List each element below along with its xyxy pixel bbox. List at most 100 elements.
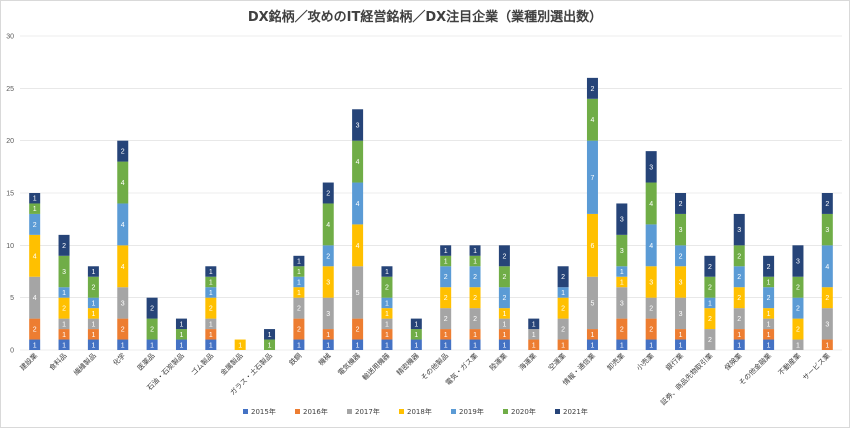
bar-segment: [733, 245, 745, 267]
bar-stack: 1 1 1 1 2 2 2: [498, 245, 510, 350]
x-tick-label: サービス業: [801, 351, 832, 382]
bar-stack: 1 1 1: [410, 318, 422, 350]
data-label: 2: [737, 274, 741, 281]
bar-segment: [381, 329, 393, 340]
data-label: 4: [33, 253, 37, 260]
data-label: 1: [238, 342, 242, 349]
data-label: 1: [268, 332, 272, 339]
bar-segment: [616, 318, 628, 340]
bar-segment: [29, 203, 41, 214]
data-label: 1: [767, 332, 771, 339]
data-label: 3: [679, 279, 683, 286]
bar-segment: [175, 339, 187, 350]
data-label: 1: [444, 259, 448, 266]
bar-segment: [557, 297, 569, 319]
legend-label: 2019年: [459, 407, 484, 416]
data-label: 2: [502, 295, 506, 302]
bar-stack: 1 1 1 1 2 1 2: [763, 255, 775, 350]
bar-segment: [440, 266, 452, 288]
bar-segment: [763, 318, 775, 330]
data-label: 1: [591, 342, 595, 349]
bar-segment: [87, 318, 99, 330]
bar-segment: [58, 255, 70, 288]
x-tick-label: 不動産業: [776, 351, 802, 377]
bar-stack: 1 2 5 4 4 4 3: [352, 109, 364, 350]
data-label: 1: [444, 248, 448, 255]
bar-segment: [733, 329, 745, 340]
bar-segment: [440, 308, 452, 330]
data-label: 1: [737, 332, 741, 339]
bar-segment: [733, 287, 745, 309]
data-label: 1: [767, 279, 771, 286]
data-label: 1: [62, 290, 66, 297]
bar-stack: 1 3 2 4 3 2: [821, 193, 833, 350]
bar-segment: [763, 308, 775, 319]
bar-segment: [469, 287, 481, 309]
data-label: 1: [62, 321, 66, 328]
bar-segment: [29, 213, 41, 235]
data-label: 2: [62, 243, 66, 250]
bar-segment: [87, 329, 99, 340]
bar-segment: [58, 318, 70, 330]
data-label: 1: [767, 342, 771, 349]
data-label: 1: [91, 311, 95, 318]
bar-segment: [352, 224, 364, 267]
data-label: 1: [679, 342, 683, 349]
bar-segment: [410, 318, 422, 330]
data-label: 1: [444, 332, 448, 339]
legend: 2015年 2016年 2017年 2018年 2019年 2020年 2021年: [243, 407, 588, 416]
bar-segment: [675, 329, 687, 340]
bar-segment: [175, 329, 187, 340]
data-label: 4: [825, 264, 829, 271]
bar-segment: [675, 193, 687, 214]
bar-segment: [586, 98, 598, 141]
bar-stack: 1 2 4 4 2 1 1: [29, 193, 41, 350]
data-label: 2: [209, 306, 213, 313]
legend-label: 2015年: [251, 407, 276, 416]
bar-segment: [586, 77, 598, 99]
bar-stack: 1 1 1 1 1 2 1: [381, 266, 393, 350]
bar-stack: 1 2 2: [146, 297, 158, 350]
bar-segment: [821, 287, 833, 309]
data-label: 7: [591, 175, 595, 182]
data-label: 2: [91, 285, 95, 292]
data-label: 1: [209, 332, 213, 339]
data-label: 1: [62, 342, 66, 349]
data-label: 2: [767, 264, 771, 271]
bar-segment: [352, 318, 364, 340]
bar-segment: [616, 339, 628, 350]
data-label: 1: [502, 321, 506, 328]
bar-segment: [616, 287, 628, 319]
data-label: 1: [356, 342, 360, 349]
bar-stack: 1 2 2 3 4 4 3: [645, 151, 657, 350]
data-label: 3: [356, 122, 360, 129]
bar-segment: [293, 297, 305, 319]
x-tick-label: 空運業: [546, 351, 567, 372]
bar-segment: [58, 339, 70, 350]
bar-segment: [440, 287, 452, 309]
data-label: 2: [708, 264, 712, 271]
legend-label: 2018年: [407, 407, 432, 416]
data-label: 1: [209, 342, 213, 349]
data-label: 1: [620, 342, 624, 349]
legend-swatch: [399, 409, 404, 414]
data-label: 3: [825, 227, 829, 234]
bar-segment: [498, 308, 510, 319]
data-label: 3: [825, 321, 829, 328]
data-label: 1: [767, 311, 771, 318]
x-tick-label: 小売業: [634, 351, 655, 372]
bar-segment: [322, 245, 334, 267]
legend-item: 2018年: [399, 407, 432, 416]
legend-item: 2017年: [347, 407, 380, 416]
data-label: 1: [268, 342, 272, 349]
bar-segment: [821, 213, 833, 246]
data-label: 2: [796, 327, 800, 334]
data-label: 1: [385, 269, 389, 276]
bar-segment: [498, 318, 510, 330]
data-label: 1: [473, 342, 477, 349]
bar-segment: [205, 297, 217, 319]
data-label: 1: [33, 342, 37, 349]
data-label: 2: [708, 337, 712, 344]
